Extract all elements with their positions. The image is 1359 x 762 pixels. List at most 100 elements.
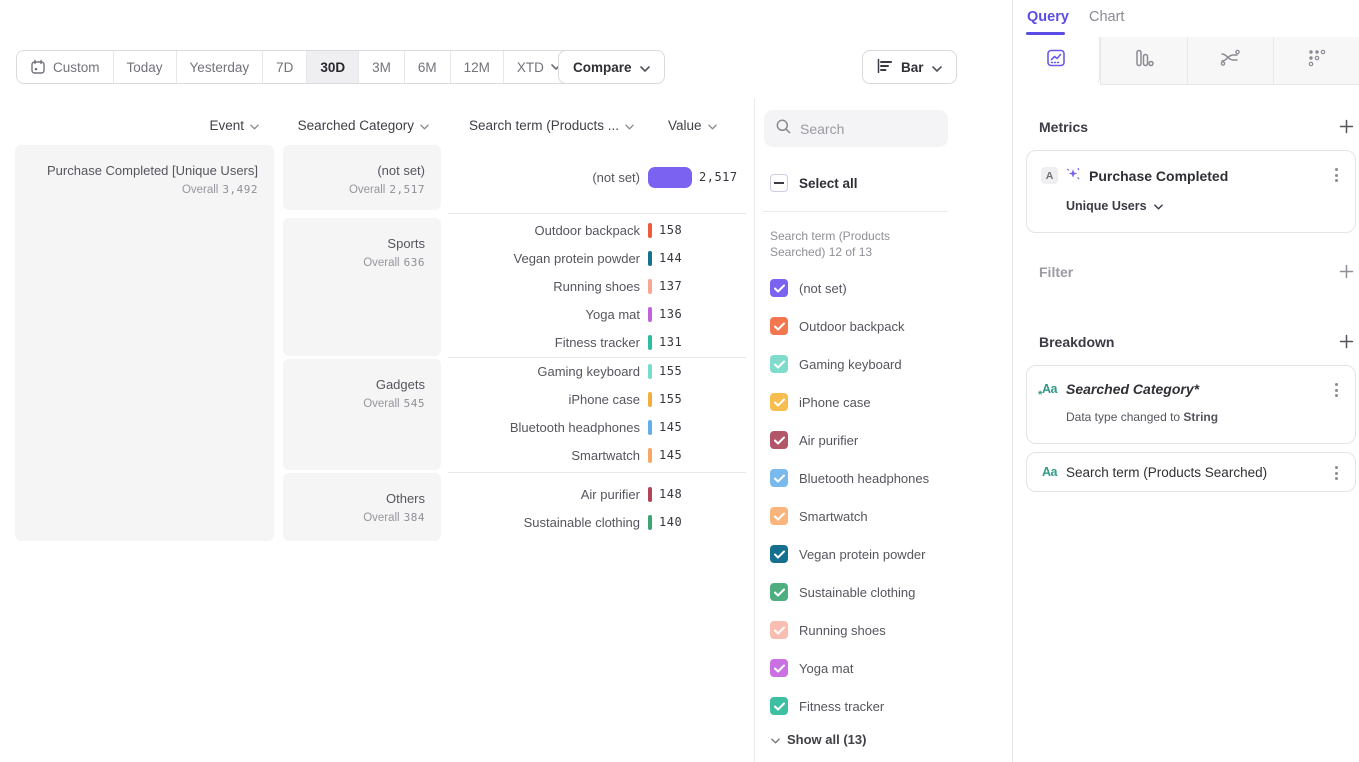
term-row[interactable]: Outdoor backpack 158 [448,216,748,244]
tab-flows[interactable] [1186,37,1274,85]
breakdown-options-button[interactable] [1328,465,1344,481]
legend-item[interactable]: iPhone case [770,392,871,412]
legend-checkbox[interactable] [770,545,788,563]
term-row[interactable]: Gaming keyboard 155 [448,357,748,385]
horizontal-bar-chart-icon [877,58,893,76]
metrics-section-title: Metrics [1039,119,1089,135]
select-all-checkbox[interactable] [770,174,788,192]
term-row[interactable]: Vegan protein powder 144 [448,244,748,272]
term-row[interactable]: Yoga mat 136 [448,300,748,328]
legend-item[interactable]: Bluetooth headphones [770,468,929,488]
term-row[interactable]: (not set) 2,517 [448,163,748,191]
tab-insights[interactable] [1013,37,1100,85]
legend-item[interactable]: Outdoor backpack [770,316,905,336]
date-range-30d[interactable]: 30D [307,51,360,83]
legend-item-label: Smartwatch [799,508,868,524]
chevron-down-icon [420,118,429,133]
column-header-event[interactable]: Event [15,117,259,134]
tab-query[interactable]: Query [1027,9,1069,25]
overall-label: Overall [181,183,219,196]
date-range-6m[interactable]: 6M [404,51,451,83]
legend-checkbox[interactable] [770,507,788,525]
value-bar [648,363,652,379]
date-range-label: 12M [463,59,490,75]
breakdown-card-search-term[interactable]: Aa Search term (Products Searched) [1026,452,1356,492]
breakdown-card-searched-category[interactable]: Aa * Searched Category* Data type changed… [1026,365,1356,444]
legend-item[interactable]: Gaming keyboard [770,354,902,374]
legend-checkbox[interactable] [770,697,788,715]
select-all-row[interactable]: Select all [770,174,858,192]
search-icon [776,119,791,139]
term-row[interactable]: Bluetooth headphones 145 [448,413,748,441]
show-all-button[interactable]: Show all (13) [771,732,866,747]
date-range-label: 6M [417,59,437,75]
legend-checkbox[interactable] [770,583,788,601]
legend-checkbox[interactable] [770,355,788,373]
tab-chart[interactable]: Chart [1089,9,1125,25]
column-header-searched-category[interactable]: Searched Category [283,117,429,134]
legend-item[interactable]: (not set) [770,278,847,298]
legend-checkbox[interactable] [770,431,788,449]
date-range-label: Today [126,59,163,75]
term-row[interactable]: Smartwatch 145 [448,441,748,469]
add-filter-button[interactable] [1337,264,1355,282]
legend-item[interactable]: Air purifier [770,430,858,450]
legend-checkbox[interactable] [770,659,788,677]
category-cell[interactable]: Gadgets Overall 545 [283,359,441,470]
event-cell[interactable]: Purchase Completed [Unique Users] Overal… [15,145,274,541]
term-row[interactable]: Sustainable clothing 140 [448,508,748,536]
term-row[interactable]: Fitness tracker 131 [448,328,748,356]
term-value: 140 [659,515,683,529]
legend-checkbox[interactable] [770,317,788,335]
metric-card[interactable]: A Purchase Completed Unique Users [1026,150,1356,233]
category-cell[interactable]: Others Overall 384 [283,473,441,541]
date-range-today[interactable]: Today [113,51,177,83]
tab-retention[interactable] [1273,37,1359,85]
term-label: Gaming keyboard [537,363,640,379]
legend-item-label: Vegan protein powder [799,546,926,562]
legend-checkbox[interactable] [770,279,788,297]
search-input[interactable] [800,120,930,137]
legend-item[interactable]: Fitness tracker [770,696,884,716]
term-value: 137 [659,279,683,293]
date-range-yesterday[interactable]: Yesterday [176,51,264,83]
chart-type-button[interactable]: Bar [862,50,957,84]
legend-checkbox[interactable] [770,621,788,639]
value-bar [648,514,652,530]
metric-options-button[interactable] [1328,167,1344,183]
category-cell[interactable]: (not set) Overall 2,517 [283,145,441,210]
date-range-12m[interactable]: 12M [450,51,504,83]
add-metric-button[interactable] [1337,119,1355,137]
breakdown-property-name: Searched Category* [1066,381,1200,397]
column-header-search-term[interactable]: Search term (Products ... [448,117,634,134]
date-range-custom[interactable]: Custom [17,51,114,83]
category-cell[interactable]: Sports Overall 636 [283,218,441,356]
measure-selector[interactable]: Unique Users [1066,199,1163,213]
value-bar [648,278,652,294]
tab-funnels[interactable] [1099,37,1187,85]
compare-button[interactable]: Compare [558,50,665,84]
term-row[interactable]: iPhone case 155 [448,385,748,413]
legend-item-label: iPhone case [799,394,871,410]
date-range-3m[interactable]: 3M [359,51,405,83]
legend-checkbox[interactable] [770,469,788,487]
legend-item[interactable]: Running shoes [770,620,886,640]
legend-item[interactable]: Vegan protein powder [770,544,925,564]
column-header-value[interactable]: Value [668,117,728,134]
term-value: 145 [659,448,683,462]
term-row[interactable]: Air purifier 148 [448,480,748,508]
term-row[interactable]: Running shoes 137 [448,272,748,300]
filter-section-title: Filter [1039,264,1074,280]
legend-item[interactable]: Yoga mat [770,658,853,678]
term-value: 148 [659,487,683,501]
legend-item[interactable]: Smartwatch [770,506,868,526]
add-breakdown-button[interactable] [1337,334,1355,352]
breakdown-options-button[interactable] [1328,382,1344,398]
legend-checkbox[interactable] [770,393,788,411]
legend-item[interactable]: Sustainable clothing [770,582,915,602]
legend-search[interactable] [764,110,948,147]
flows-icon [1219,48,1241,73]
term-label: Outdoor backpack [534,222,640,238]
date-range-7d[interactable]: 7D [263,51,308,83]
term-label: Fitness tracker [554,334,640,350]
